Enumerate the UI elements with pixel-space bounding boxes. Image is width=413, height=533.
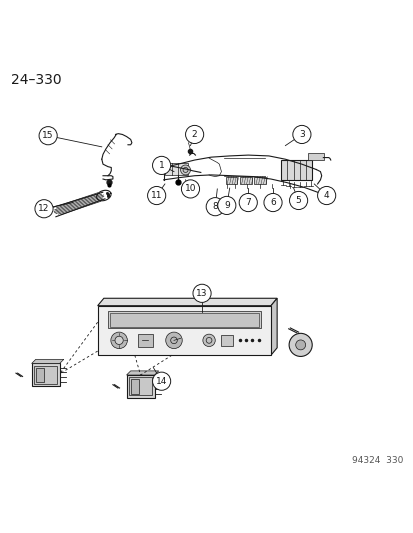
Text: 5: 5 — [295, 196, 301, 205]
Circle shape — [165, 332, 182, 349]
Bar — [31, 364, 59, 386]
Bar — [109, 313, 259, 327]
Circle shape — [181, 180, 199, 198]
Text: 15: 15 — [42, 131, 54, 140]
Bar — [129, 377, 152, 395]
Bar — [225, 176, 237, 184]
Text: 14: 14 — [156, 377, 167, 386]
Polygon shape — [97, 298, 276, 306]
Bar — [34, 366, 57, 384]
Circle shape — [180, 165, 190, 175]
Circle shape — [115, 336, 123, 344]
Bar — [221, 335, 233, 346]
Circle shape — [289, 191, 307, 209]
Text: 7: 7 — [245, 198, 251, 207]
Polygon shape — [126, 371, 158, 375]
Bar — [108, 311, 260, 328]
Circle shape — [239, 193, 257, 212]
Circle shape — [152, 156, 170, 174]
Text: 2: 2 — [191, 130, 197, 139]
Circle shape — [152, 372, 170, 390]
Bar — [36, 368, 44, 382]
Circle shape — [206, 198, 224, 216]
Bar — [240, 176, 251, 184]
Bar — [254, 176, 266, 184]
Text: 1: 1 — [158, 161, 164, 170]
Bar — [97, 306, 270, 355]
Text: 24–330: 24–330 — [11, 72, 62, 86]
Text: 12: 12 — [38, 204, 50, 213]
Circle shape — [39, 127, 57, 145]
Bar — [280, 160, 311, 180]
Circle shape — [263, 193, 281, 212]
Polygon shape — [270, 298, 276, 355]
Bar — [138, 334, 152, 347]
Circle shape — [288, 333, 311, 357]
Circle shape — [217, 196, 235, 214]
Circle shape — [292, 125, 310, 143]
Bar — [126, 375, 154, 398]
Circle shape — [111, 332, 127, 349]
Bar — [131, 379, 139, 393]
Text: 10: 10 — [184, 184, 196, 193]
Circle shape — [317, 187, 335, 205]
Circle shape — [35, 200, 53, 218]
Circle shape — [185, 125, 203, 143]
Polygon shape — [31, 359, 64, 364]
Circle shape — [295, 340, 305, 350]
Text: 13: 13 — [196, 289, 207, 298]
Text: 8: 8 — [212, 202, 218, 211]
Text: 6: 6 — [270, 198, 275, 207]
Circle shape — [147, 187, 165, 205]
Text: 94324  330: 94324 330 — [351, 456, 402, 465]
Text: 11: 11 — [151, 191, 162, 200]
Circle shape — [202, 334, 215, 346]
Text: 9: 9 — [223, 201, 229, 210]
Bar — [164, 163, 187, 175]
Text: 4: 4 — [323, 191, 329, 200]
Circle shape — [192, 284, 211, 302]
Bar — [307, 152, 323, 160]
Text: 3: 3 — [298, 130, 304, 139]
